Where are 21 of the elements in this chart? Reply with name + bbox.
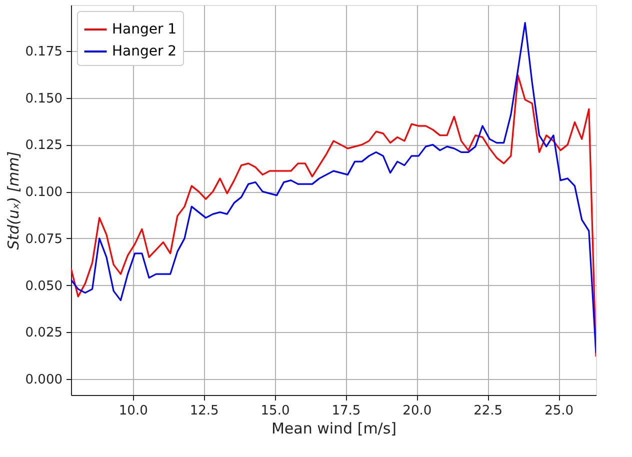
- legend-label: Hanger 2: [112, 44, 177, 60]
- y-tick-label: 0.050: [25, 278, 62, 294]
- x-tick-label: 15.0: [260, 404, 290, 418]
- y-tick-label: 0.150: [25, 91, 62, 106]
- x-axis-title: Mean wind [m/s]: [271, 420, 397, 438]
- y-tick-label: 0.125: [25, 138, 62, 154]
- x-tick-label: 20.0: [402, 404, 432, 418]
- x-tick-label: 10.0: [118, 404, 148, 418]
- line-series: [71, 74, 596, 358]
- y-tick-label: 0.025: [25, 326, 62, 341]
- x-tick-label: 17.5: [332, 404, 361, 418]
- line-series: [71, 22, 596, 354]
- y-tick-label: 0.175: [25, 44, 62, 60]
- legend-label: Hanger 1: [112, 22, 177, 38]
- x-tick-label: 12.5: [190, 404, 219, 418]
- y-tick-label: 0.100: [25, 185, 62, 200]
- x-tick-label: 25.0: [544, 404, 574, 418]
- y-axis-title: Std(uₓ) [mm]: [4, 151, 22, 250]
- y-tick-label: 0.075: [25, 232, 62, 247]
- x-tick-label: 22.5: [474, 404, 503, 418]
- y-tick-label: 0.000: [25, 372, 62, 388]
